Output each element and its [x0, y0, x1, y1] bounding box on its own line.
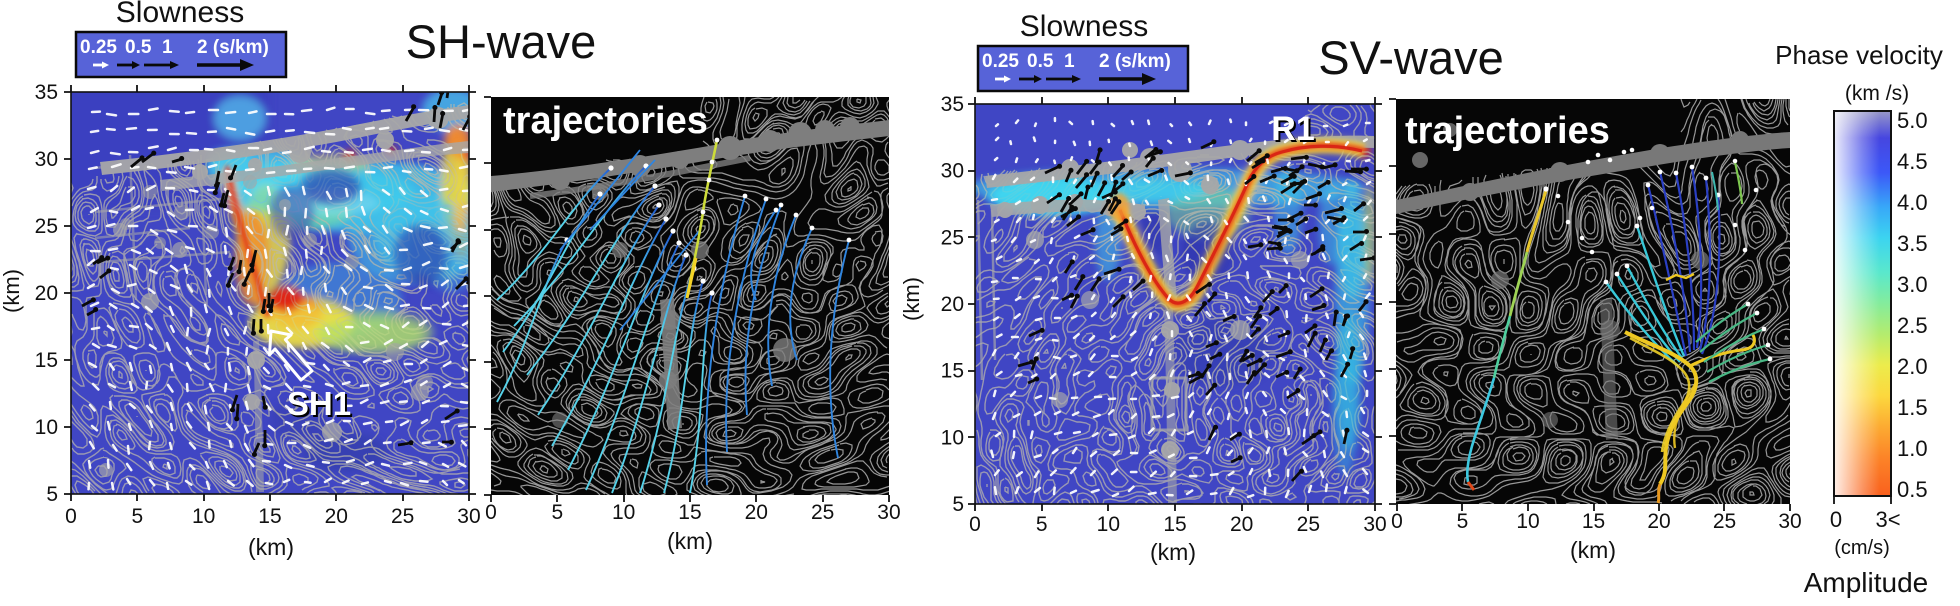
svg-text:(km): (km)	[1150, 539, 1196, 565]
svg-text:(km): (km)	[899, 277, 924, 321]
svg-text:2 (s/km): 2 (s/km)	[1099, 51, 1171, 72]
svg-text:0.25: 0.25	[80, 37, 117, 58]
svg-text:25: 25	[1713, 510, 1736, 533]
svg-text:(km): (km)	[667, 528, 713, 554]
svg-text:20: 20	[325, 505, 348, 528]
svg-text:15: 15	[258, 505, 281, 528]
svg-text:Slowness: Slowness	[1020, 10, 1148, 43]
svg-text:1: 1	[162, 37, 173, 58]
svg-text:1: 1	[1064, 51, 1075, 72]
svg-text:trajectories: trajectories	[503, 100, 708, 142]
svg-text:5: 5	[1457, 510, 1469, 533]
svg-text:15: 15	[35, 349, 58, 372]
svg-text:10: 10	[1097, 513, 1120, 536]
svg-text:5: 5	[952, 493, 964, 516]
svg-text:0.5: 0.5	[1027, 51, 1054, 72]
svg-text:Slowness: Slowness	[116, 0, 244, 29]
svg-text:SH1: SH1	[287, 385, 351, 422]
svg-text:0: 0	[969, 513, 981, 536]
svg-text:15: 15	[1582, 510, 1605, 533]
svg-text:15: 15	[941, 360, 964, 383]
svg-text:25: 25	[941, 226, 964, 249]
svg-text:5: 5	[46, 483, 58, 506]
svg-text:(km): (km)	[1570, 537, 1616, 563]
svg-text:25: 25	[391, 505, 414, 528]
svg-text:30: 30	[941, 160, 964, 183]
svg-text:20: 20	[35, 282, 58, 305]
svg-text:3.0: 3.0	[1897, 272, 1928, 297]
svg-text:2.0: 2.0	[1897, 354, 1928, 379]
svg-text:35: 35	[35, 81, 58, 104]
svg-text:20: 20	[1647, 510, 1670, 533]
svg-text:R1: R1	[1273, 112, 1316, 150]
svg-text:15: 15	[1163, 513, 1186, 536]
svg-text:R1: R1	[1271, 110, 1314, 148]
svg-text:30: 30	[457, 505, 480, 528]
svg-text:20: 20	[745, 501, 768, 524]
svg-text:SV-wave: SV-wave	[1318, 31, 1503, 84]
svg-text:5: 5	[1036, 513, 1048, 536]
svg-text:30: 30	[877, 501, 900, 524]
svg-text:25: 25	[1297, 513, 1320, 536]
svg-text:4.0: 4.0	[1897, 190, 1928, 215]
svg-text:(km): (km)	[0, 269, 24, 313]
svg-text:Phase velocity: Phase velocity	[1775, 40, 1943, 70]
svg-text:(km /s): (km /s)	[1845, 82, 1909, 105]
svg-text:0.5: 0.5	[1897, 477, 1928, 502]
svg-text:10: 10	[941, 426, 964, 449]
svg-text:1.5: 1.5	[1897, 395, 1928, 420]
svg-text:(km): (km)	[248, 534, 294, 560]
svg-text:trajectories: trajectories	[1405, 110, 1610, 152]
svg-text:3<: 3<	[1875, 507, 1900, 532]
svg-text:(cm/s): (cm/s)	[1834, 537, 1890, 559]
svg-text:20: 20	[1230, 513, 1253, 536]
svg-text:25: 25	[35, 215, 58, 238]
svg-text:10: 10	[612, 501, 635, 524]
svg-text:5: 5	[551, 501, 563, 524]
svg-text:5: 5	[131, 505, 143, 528]
svg-text:20: 20	[941, 293, 964, 316]
svg-text:0.5: 0.5	[125, 37, 152, 58]
svg-text:30: 30	[1778, 510, 1801, 533]
svg-text:15: 15	[678, 501, 701, 524]
svg-text:10: 10	[35, 416, 58, 439]
svg-text:30: 30	[1363, 513, 1386, 536]
svg-text:2.5: 2.5	[1897, 313, 1928, 338]
svg-text:2 (s/km): 2 (s/km)	[197, 37, 269, 58]
svg-text:10: 10	[1516, 510, 1539, 533]
svg-text:0: 0	[485, 501, 497, 524]
svg-text:0.25: 0.25	[982, 51, 1019, 72]
svg-text:0: 0	[65, 505, 77, 528]
svg-text:SH-wave: SH-wave	[406, 15, 597, 68]
svg-text:25: 25	[811, 501, 834, 524]
svg-text:0: 0	[1391, 510, 1403, 533]
svg-text:1.0: 1.0	[1897, 436, 1928, 461]
svg-text:3.5: 3.5	[1897, 231, 1928, 256]
svg-text:30: 30	[35, 148, 58, 171]
svg-text:0: 0	[1830, 507, 1842, 532]
svg-text:5.0: 5.0	[1897, 108, 1928, 133]
svg-text:10: 10	[192, 505, 215, 528]
svg-text:SH1: SH1	[289, 387, 353, 424]
svg-text:Amplitude: Amplitude	[1804, 567, 1929, 598]
svg-text:35: 35	[941, 93, 964, 116]
svg-text:4.5: 4.5	[1897, 149, 1928, 174]
